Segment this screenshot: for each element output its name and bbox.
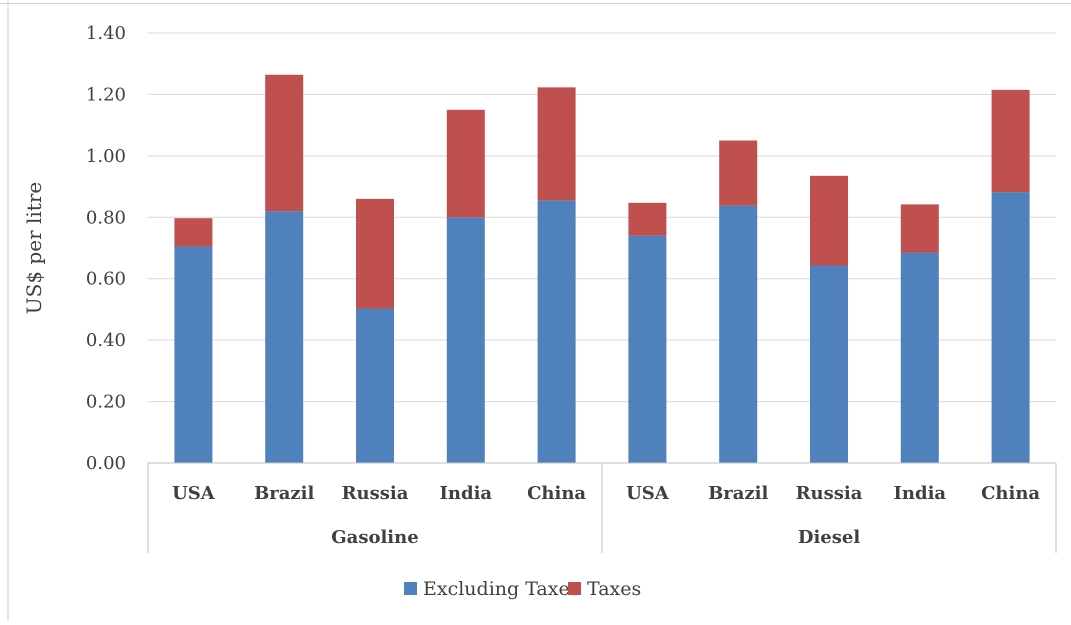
- bar-excluding-taxes-china: [537, 200, 576, 463]
- y-tick-label: 1.00: [86, 146, 126, 167]
- x-category-label: Russia: [796, 483, 863, 504]
- bar-excluding-taxes-china: [991, 192, 1030, 463]
- x-category-label: Brazil: [708, 483, 768, 504]
- legend-swatch: [568, 582, 581, 595]
- bar-taxes-usa: [174, 218, 213, 247]
- x-group-label: Diesel: [798, 527, 860, 548]
- y-tick-label: 1.40: [86, 23, 126, 44]
- bar-taxes-china: [991, 89, 1030, 193]
- x-category-label: Russia: [342, 483, 409, 504]
- x-category-label: India: [894, 483, 947, 504]
- x-group-label: Gasoline: [331, 527, 418, 548]
- bar-taxes-russia: [810, 175, 848, 266]
- bar-taxes-india: [446, 109, 485, 218]
- y-tick-label: 0.20: [86, 392, 126, 413]
- bar-excluding-taxes-russia: [356, 308, 394, 463]
- x-category-label: Brazil: [254, 483, 314, 504]
- x-category-label: China: [981, 483, 1040, 504]
- bar-excluding-taxes-brazil: [265, 211, 304, 463]
- legend-label: Taxes: [587, 578, 641, 600]
- y-tick-label: 1.20: [86, 84, 126, 105]
- y-tick-label: 0.80: [86, 207, 126, 228]
- y-tick-label: 0.40: [86, 330, 126, 351]
- bar-excluding-taxes-india: [446, 217, 485, 463]
- bar-excluding-taxes-brazil: [719, 205, 758, 463]
- bar-excluding-taxes-usa: [628, 235, 667, 463]
- bar-excluding-taxes-usa: [174, 246, 213, 463]
- x-category-label: USA: [626, 483, 670, 504]
- bar-excluding-taxes-russia: [810, 265, 848, 463]
- bar-taxes-china: [537, 87, 576, 201]
- bar-taxes-russia: [356, 198, 394, 309]
- legend-label: Excluding Taxes: [423, 578, 579, 600]
- bar-taxes-usa: [628, 202, 667, 236]
- x-category-label: India: [440, 483, 493, 504]
- y-axis-label: US$ per litre: [22, 182, 46, 314]
- y-tick-label: 0.60: [86, 269, 126, 290]
- bar-taxes-india: [900, 204, 939, 253]
- legend-swatch: [404, 582, 417, 595]
- y-tick-label: 0.00: [86, 453, 126, 474]
- x-category-label: USA: [172, 483, 216, 504]
- x-category-label: China: [527, 483, 586, 504]
- bar-excluding-taxes-india: [900, 252, 939, 463]
- bar-taxes-brazil: [719, 140, 758, 206]
- bar-taxes-brazil: [265, 74, 304, 212]
